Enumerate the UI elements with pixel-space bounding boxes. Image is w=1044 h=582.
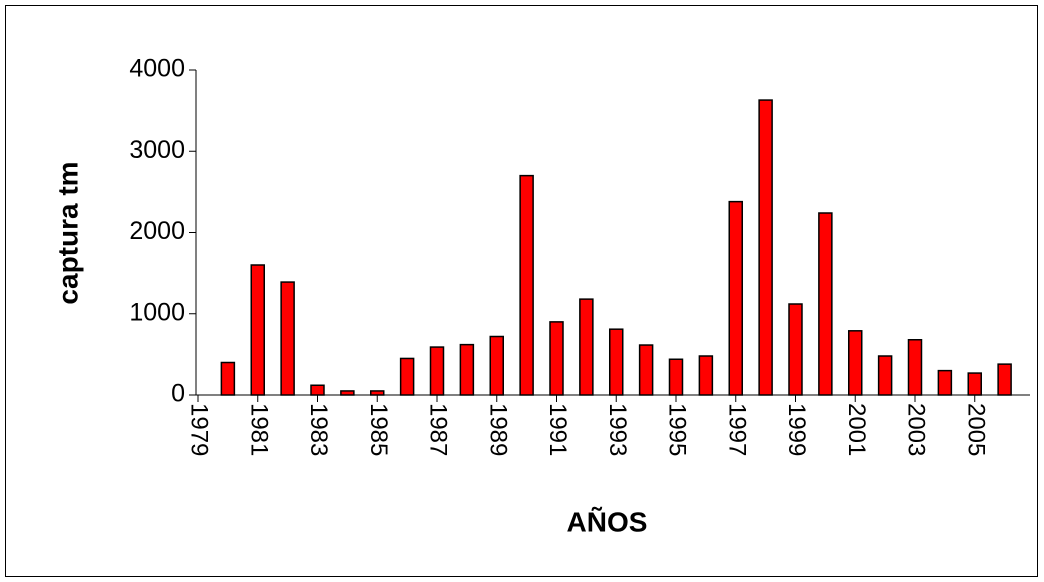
bar bbox=[519, 174, 534, 396]
x-tick-label: 1985 bbox=[365, 403, 392, 456]
bar bbox=[758, 99, 773, 396]
bar bbox=[399, 357, 415, 396]
y-tick-label: 4000 bbox=[129, 55, 185, 83]
bar bbox=[250, 264, 265, 396]
x-tick-label: 1997 bbox=[723, 403, 750, 456]
bar bbox=[608, 328, 624, 396]
bar bbox=[310, 384, 325, 396]
x-tick-label: 2001 bbox=[843, 403, 870, 456]
bar bbox=[847, 330, 863, 396]
x-tick-label: 1987 bbox=[425, 403, 452, 456]
x-tick-label: 1993 bbox=[604, 403, 631, 456]
bar bbox=[937, 369, 953, 396]
x-tick-label: 2005 bbox=[962, 403, 989, 456]
bar bbox=[877, 355, 893, 396]
y-tick-label: 2000 bbox=[129, 217, 185, 245]
bar bbox=[579, 298, 594, 396]
bar bbox=[369, 390, 385, 396]
x-tick-label: 1979 bbox=[186, 403, 213, 456]
bar bbox=[698, 355, 714, 396]
bar bbox=[549, 321, 564, 396]
x-axis-title: AÑOS bbox=[567, 506, 648, 537]
x-tick-label: 1983 bbox=[305, 403, 332, 456]
bar bbox=[280, 281, 295, 396]
x-tick-label: 1989 bbox=[484, 403, 511, 456]
bar bbox=[788, 303, 803, 396]
y-tick-label: 3000 bbox=[129, 136, 185, 164]
bar bbox=[728, 200, 743, 396]
x-tick-label: 1991 bbox=[544, 403, 571, 456]
y-tick-label: 1000 bbox=[129, 298, 185, 326]
bar bbox=[967, 372, 982, 396]
y-tick-label: 0 bbox=[171, 380, 185, 408]
x-tick-label: 1995 bbox=[664, 403, 691, 456]
bar bbox=[489, 335, 504, 396]
y-axis-title: captura tm bbox=[52, 161, 83, 304]
x-tick-label: 1981 bbox=[245, 403, 272, 456]
bar bbox=[340, 390, 355, 396]
bar bbox=[459, 343, 475, 396]
bar bbox=[429, 346, 445, 396]
bar bbox=[818, 212, 833, 396]
bar bbox=[907, 339, 923, 396]
bar bbox=[220, 361, 236, 396]
bar bbox=[997, 363, 1012, 396]
x-tick-label: 1999 bbox=[783, 403, 810, 456]
bar bbox=[668, 358, 684, 396]
bar bbox=[638, 344, 654, 396]
x-tick-label: 2003 bbox=[903, 403, 930, 456]
